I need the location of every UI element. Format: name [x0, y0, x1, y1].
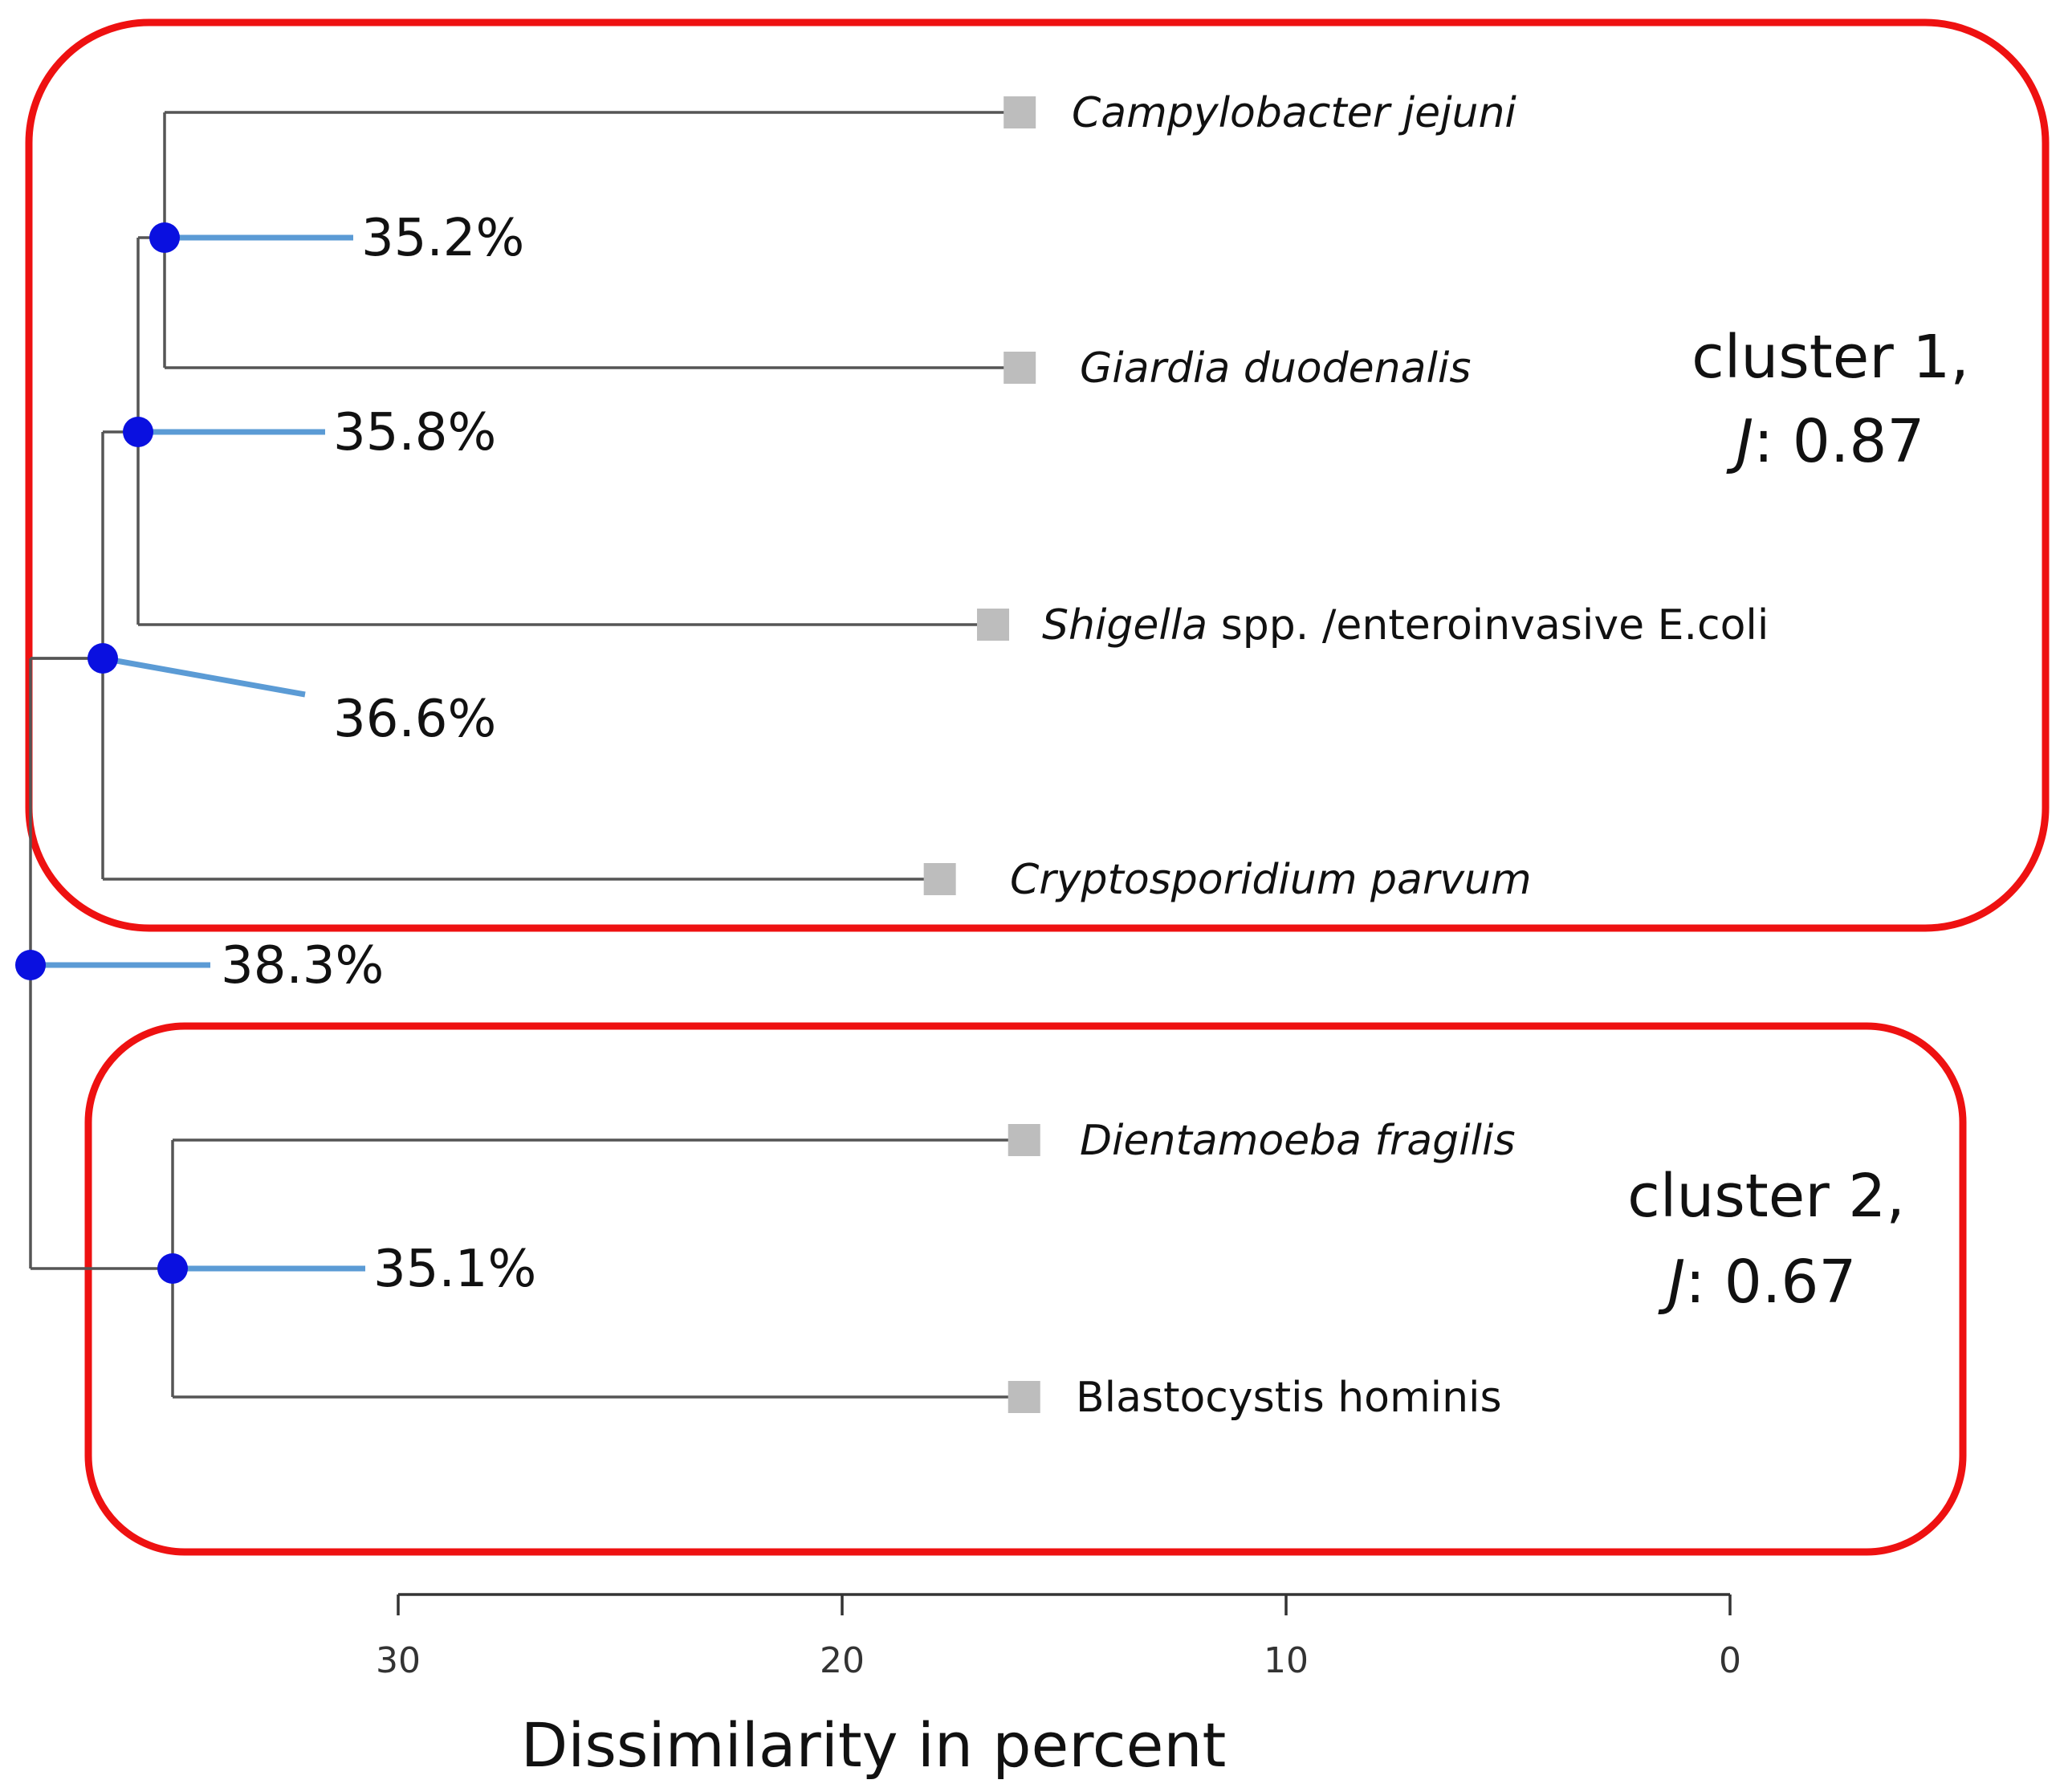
leaf-label-shigella: Shigella spp. /enteroinvasive E.coli — [1042, 601, 1769, 650]
leaf-label-cryptosporidium: Cryptosporidium parvum — [1010, 856, 1532, 904]
merge-nodes: 35.2% 35.8% 36.6% 35.1% 38.3% — [15, 209, 536, 1299]
leaf-label-italic-campylobacter: Campylobacter jejuni — [1072, 89, 1516, 137]
cluster-1-stat-symbol: J — [1725, 407, 1753, 476]
bootstrap-label-root: 38.3% — [221, 936, 384, 996]
leaf-labels: Campylobacter jejuni Giardia duodenalis Sh… — [1010, 89, 1769, 1422]
node-dot-n2 — [123, 417, 153, 447]
bootstrap-label-n3: 36.6% — [333, 690, 496, 749]
node-dot-n3 — [88, 643, 118, 674]
x-tick-label-10: 10 — [1264, 1640, 1309, 1681]
leaf-marker-cryptosporidium — [923, 863, 956, 895]
cluster-boxes — [25, 18, 2050, 1556]
x-axis: 30 20 10 0 Dissimilarity in percent — [376, 1593, 1741, 1781]
cluster-1-stat-value: : 0.87 — [1753, 407, 1924, 476]
x-tick-label-20: 20 — [820, 1640, 865, 1681]
leaf-markers — [923, 96, 1040, 1413]
leaf-label-italic-shigella: Shigella — [1042, 601, 1207, 650]
node-dot-root — [15, 950, 46, 980]
leaf-label-blastocystis: Blastocystis hominis — [1076, 1374, 1502, 1422]
cluster-2-stat: J: 0.67 — [1657, 1248, 1856, 1317]
x-tick-label-0: 0 — [1719, 1640, 1741, 1681]
cluster-2-box — [84, 1022, 1967, 1556]
cluster-2-stat-value: : 0.67 — [1685, 1248, 1856, 1317]
cluster-1-box — [25, 18, 2050, 932]
cluster-1-stat: J: 0.87 — [1725, 407, 1924, 476]
leader-line-n3 — [102, 655, 306, 698]
leaf-marker-blastocystis — [1008, 1381, 1040, 1413]
x-tick-label-30: 30 — [376, 1640, 421, 1681]
dendrogram-branches — [29, 111, 1015, 1399]
leaf-label-giardia: Giardia duodenalis — [1080, 344, 1471, 393]
leaf-label-campylobacter: Campylobacter jejuni — [1072, 89, 1516, 137]
leaf-label-italic-cryptosporidium: Cryptosporidium parvum — [1010, 856, 1532, 904]
cluster-1-name: cluster 1, — [1692, 323, 1969, 392]
leaf-marker-giardia — [1004, 352, 1036, 384]
node-dot-n1 — [149, 222, 180, 253]
leaf-marker-shigella — [977, 609, 1010, 641]
leaf-label-italic-giardia: Giardia duodenalis — [1080, 344, 1471, 393]
leaf-label-rest-shigella: spp. /enteroinvasive E.coli — [1207, 601, 1769, 650]
leaf-marker-dientamoeba — [1008, 1124, 1040, 1156]
leaf-label-rest-blastocystis: Blastocystis hominis — [1076, 1374, 1502, 1422]
cluster-2-stat-symbol: J — [1657, 1248, 1685, 1317]
cluster-2-name: cluster 2, — [1627, 1162, 1905, 1231]
x-axis-title: Dissimilarity in percent — [521, 1709, 1227, 1781]
leaf-marker-campylobacter — [1004, 96, 1036, 128]
bootstrap-label-n1: 35.2% — [361, 209, 524, 268]
node-dot-n5 — [157, 1253, 188, 1284]
bootstrap-label-n2: 35.8% — [333, 403, 496, 462]
leaf-label-italic-dientamoeba: Dientamoeba fragilis — [1080, 1117, 1516, 1165]
leaf-label-dientamoeba: Dientamoeba fragilis — [1080, 1117, 1516, 1165]
bootstrap-label-n5: 35.1% — [373, 1240, 536, 1299]
